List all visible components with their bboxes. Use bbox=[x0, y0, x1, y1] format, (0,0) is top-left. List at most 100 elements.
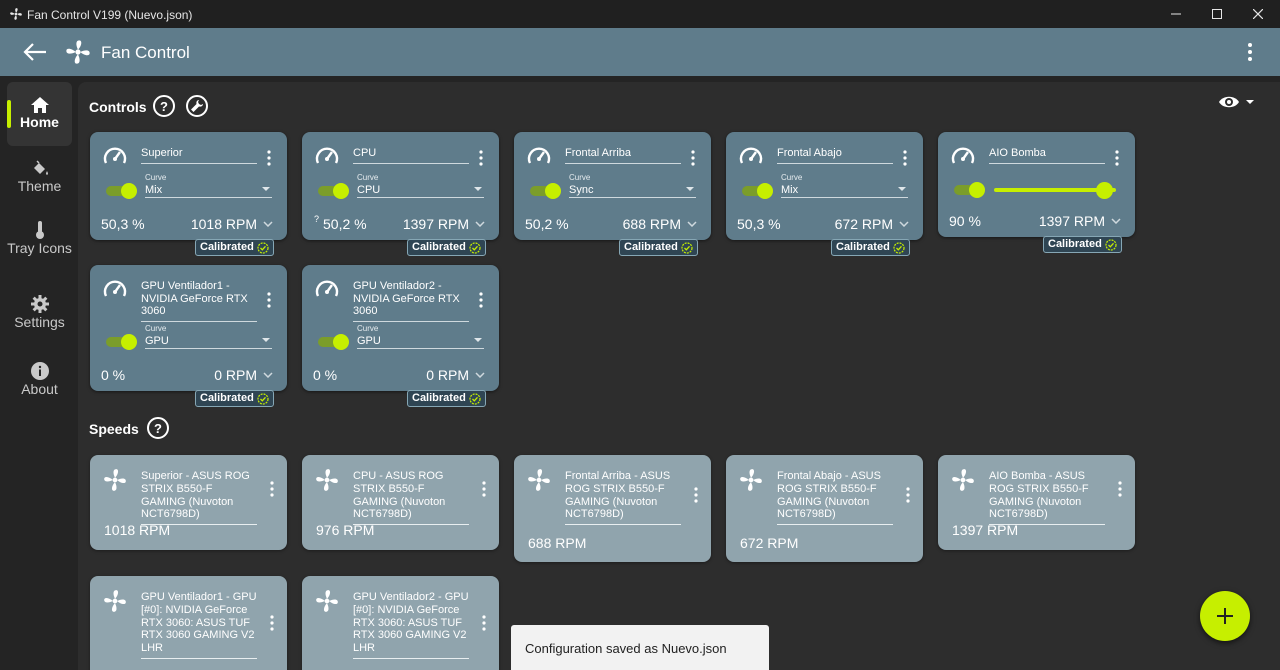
wrench-icon[interactable] bbox=[186, 95, 208, 117]
title-bar: Fan Control V199 (Nuevo.json) bbox=[0, 0, 1280, 28]
main-content: Controls ? Superior Curve Mix 50,3 % 101… bbox=[78, 82, 1280, 670]
help-icon[interactable]: ? bbox=[147, 417, 169, 439]
enable-toggle[interactable] bbox=[318, 183, 352, 199]
chevron-down-icon[interactable] bbox=[475, 221, 485, 227]
curve-select[interactable]: Curve CPU bbox=[357, 173, 484, 198]
speed-card[interactable]: GPU Ventilador2 - GPU [#0]: NVIDIA GeFor… bbox=[302, 576, 499, 670]
control-name[interactable]: GPU Ventilador2 - NVIDIA GeForce RTX 306… bbox=[353, 280, 469, 322]
speed-name[interactable]: Frontal Abajo - ASUS ROG STRIX B550-F GA… bbox=[777, 470, 893, 526]
chevron-down-icon[interactable] bbox=[263, 221, 273, 227]
more-vert-icon[interactable] bbox=[1117, 481, 1123, 497]
speed-card[interactable]: Frontal Abajo - ASUS ROG STRIX B550-F GA… bbox=[726, 455, 923, 562]
more-vert-icon[interactable] bbox=[478, 150, 484, 166]
curve-value: Mix bbox=[145, 184, 163, 196]
enable-toggle[interactable] bbox=[530, 183, 564, 199]
chevron-down-icon[interactable] bbox=[1111, 218, 1121, 224]
back-arrow-icon[interactable] bbox=[22, 40, 48, 64]
more-vert-icon[interactable] bbox=[478, 292, 484, 308]
speed-name[interactable]: CPU - ASUS ROG STRIX B550-F GAMING (Nuvo… bbox=[353, 470, 469, 526]
home-icon bbox=[30, 97, 49, 113]
speed-card[interactable]: GPU Ventilador1 - GPU [#0]: NVIDIA GeFor… bbox=[90, 576, 287, 670]
control-card[interactable]: GPU Ventilador2 - NVIDIA GeForce RTX 306… bbox=[302, 265, 499, 391]
more-vert-icon[interactable] bbox=[693, 487, 699, 503]
more-vert-icon[interactable] bbox=[266, 292, 272, 308]
nav-item-home[interactable]: Home bbox=[7, 82, 72, 146]
speed-name[interactable]: GPU Ventilador1 - GPU [#0]: NVIDIA GeFor… bbox=[141, 591, 257, 659]
enable-toggle[interactable] bbox=[954, 182, 988, 198]
chevron-down-icon[interactable] bbox=[475, 372, 485, 378]
control-card[interactable]: AIO Bomba 90 % 1397 RPM bbox=[938, 132, 1135, 237]
curve-select[interactable]: Curve GPU bbox=[145, 324, 272, 349]
more-vert-icon[interactable] bbox=[902, 150, 908, 166]
control-card[interactable]: Frontal Arriba Curve Sync 50,2 % 688 RPM bbox=[514, 132, 711, 240]
curve-select[interactable]: Curve GPU bbox=[357, 324, 484, 349]
chevron-down-icon[interactable] bbox=[263, 372, 273, 378]
speed-slider[interactable] bbox=[954, 182, 1122, 199]
speed-name[interactable]: Superior - ASUS ROG STRIX B550-F GAMING … bbox=[141, 470, 257, 526]
more-vert-icon[interactable] bbox=[1240, 42, 1260, 62]
control-percent: 90 % bbox=[949, 213, 981, 229]
help-icon[interactable]: ? bbox=[153, 95, 175, 117]
dropdown-arrow-icon bbox=[898, 187, 906, 191]
speed-card[interactable]: AIO Bomba - ASUS ROG STRIX B550-F GAMING… bbox=[938, 455, 1135, 550]
chevron-down-icon[interactable] bbox=[899, 221, 909, 227]
fan-icon bbox=[66, 40, 90, 64]
eye-icon[interactable] bbox=[1218, 93, 1256, 111]
more-vert-icon[interactable] bbox=[266, 150, 272, 166]
speed-card[interactable]: Superior - ASUS ROG STRIX B550-F GAMING … bbox=[90, 455, 287, 550]
calibrated-label: Calibrated bbox=[836, 241, 890, 253]
speed-card[interactable]: CPU - ASUS ROG STRIX B550-F GAMING (Nuvo… bbox=[302, 455, 499, 550]
minimize-button[interactable] bbox=[1153, 0, 1199, 28]
enable-toggle[interactable] bbox=[318, 334, 352, 350]
enable-toggle[interactable] bbox=[106, 183, 140, 199]
more-vert-icon[interactable] bbox=[481, 481, 487, 497]
curve-select[interactable]: Curve Mix bbox=[781, 173, 908, 198]
control-name[interactable]: AIO Bomba bbox=[989, 147, 1105, 164]
check-circle-icon bbox=[257, 392, 269, 405]
control-rpm: 672 RPM bbox=[834, 216, 893, 232]
control-name[interactable]: Frontal Abajo bbox=[777, 147, 893, 164]
close-button[interactable] bbox=[1235, 0, 1280, 28]
enable-toggle[interactable] bbox=[106, 334, 140, 350]
control-name[interactable]: Frontal Arriba bbox=[565, 147, 681, 164]
control-card[interactable]: Superior Curve Mix 50,3 % 1018 RPM bbox=[90, 132, 287, 240]
more-vert-icon[interactable] bbox=[905, 487, 911, 503]
maximize-button[interactable] bbox=[1194, 0, 1240, 28]
nav-item-theme[interactable]: Theme bbox=[7, 160, 72, 204]
speed-card[interactable]: Frontal Arriba - ASUS ROG STRIX B550-F G… bbox=[514, 455, 711, 562]
navigation-rail: Home Theme Tray Icons Settings About bbox=[0, 76, 78, 670]
calibrated-badge: Calibrated bbox=[1043, 236, 1122, 253]
fan-icon bbox=[316, 469, 338, 491]
control-card[interactable]: Frontal Abajo Curve Mix 50,3 % 672 RPM bbox=[726, 132, 923, 240]
more-vert-icon[interactable] bbox=[481, 615, 487, 631]
speed-name[interactable]: GPU Ventilador2 - GPU [#0]: NVIDIA GeFor… bbox=[353, 591, 469, 659]
enable-toggle[interactable] bbox=[742, 183, 776, 199]
control-name[interactable]: Superior bbox=[141, 147, 257, 164]
control-name[interactable]: CPU bbox=[353, 147, 469, 164]
nav-item-tray-icons[interactable]: Tray Icons bbox=[7, 220, 72, 272]
curve-select[interactable]: Curve Mix bbox=[145, 173, 272, 198]
speed-name[interactable]: AIO Bomba - ASUS ROG STRIX B550-F GAMING… bbox=[989, 470, 1105, 526]
nav-item-about[interactable]: About bbox=[7, 361, 72, 405]
nav-item-settings[interactable]: Settings bbox=[7, 294, 72, 338]
control-rpm: 0 RPM bbox=[214, 367, 257, 383]
calibrated-label: Calibrated bbox=[624, 241, 678, 253]
speed-name[interactable]: Frontal Arriba - ASUS ROG STRIX B550-F G… bbox=[565, 470, 681, 526]
speed-rpm: 1397 RPM bbox=[952, 522, 1019, 538]
more-vert-icon[interactable] bbox=[1114, 150, 1120, 166]
control-name[interactable]: GPU Ventilador1 - NVIDIA GeForce RTX 306… bbox=[141, 280, 257, 322]
add-button[interactable] bbox=[1200, 591, 1250, 641]
thermometer-icon bbox=[35, 221, 44, 239]
more-vert-icon[interactable] bbox=[269, 615, 275, 631]
slider-thumb[interactable] bbox=[1095, 182, 1113, 199]
control-card[interactable]: CPU Curve CPU ? 50,2 % 1397 RPM bbox=[302, 132, 499, 240]
gauge-icon bbox=[103, 147, 127, 164]
more-vert-icon[interactable] bbox=[269, 481, 275, 497]
curve-label: Curve bbox=[357, 324, 379, 333]
curve-select[interactable]: Curve Sync bbox=[569, 173, 696, 198]
chevron-down-icon[interactable] bbox=[687, 221, 697, 227]
more-vert-icon[interactable] bbox=[690, 150, 696, 166]
control-percent: 50,2 % bbox=[323, 216, 367, 232]
control-card[interactable]: GPU Ventilador1 - NVIDIA GeForce RTX 306… bbox=[90, 265, 287, 391]
unknown-prefix: ? bbox=[314, 214, 320, 224]
